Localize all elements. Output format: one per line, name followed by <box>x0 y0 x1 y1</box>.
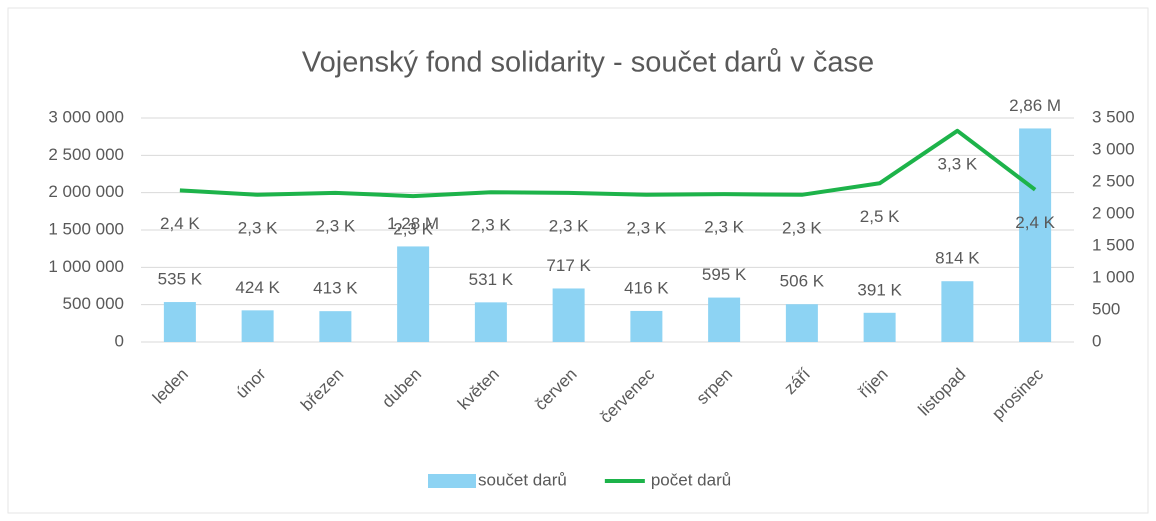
bar <box>708 297 741 342</box>
line <box>179 128 1037 199</box>
bar-value-label: 2,86 M <box>1009 96 1061 115</box>
line-value-label: 2,4 K <box>160 214 200 233</box>
bar <box>474 302 507 342</box>
y-tick-label: 3 000 000 <box>48 107 124 126</box>
line-value-label: 2,3 K <box>704 218 744 237</box>
chart-title: Vojenský fond solidarity - součet darů v… <box>302 47 874 79</box>
bar-value-label: 413 K <box>313 279 358 298</box>
bar <box>397 246 430 342</box>
line-value-label: 3,3 K <box>938 154 978 173</box>
bar <box>785 304 818 342</box>
legend-label: počet darů <box>651 470 731 489</box>
bar-value-label: 506 K <box>780 272 825 291</box>
bar <box>319 311 352 342</box>
bar <box>863 312 896 342</box>
bar-value-label: 1,28 M <box>387 214 439 233</box>
y2-tick-label: 1 500 <box>1092 235 1135 254</box>
bar <box>552 288 585 342</box>
y2-tick-label: 2 000 <box>1092 203 1135 222</box>
y2-tick-label: 0 <box>1092 331 1101 350</box>
y-tick-label: 2 000 000 <box>48 182 124 201</box>
y2-tick-label: 3 500 <box>1092 107 1135 126</box>
bar-value-label: 424 K <box>235 278 280 297</box>
line-value-label: 2,3 K <box>782 218 822 237</box>
bar <box>1019 128 1052 342</box>
bar-value-label: 814 K <box>935 249 980 268</box>
bar <box>163 302 196 342</box>
y-tick-label: 1 000 000 <box>48 257 124 276</box>
bar-value-label: 717 K <box>546 256 591 275</box>
y-tick-label: 500 000 <box>63 294 124 313</box>
y2-tick-label: 2 500 <box>1092 171 1135 190</box>
line-value-label: 2,3 K <box>471 216 511 235</box>
y2-tick-label: 1 000 <box>1092 267 1135 286</box>
line-value-label: 2,3 K <box>549 216 589 235</box>
line-value-label: 2,5 K <box>860 207 900 226</box>
legend-swatch <box>428 474 476 488</box>
y2-tick-label: 500 <box>1092 299 1120 318</box>
bar-value-label: 531 K <box>469 270 514 289</box>
y-tick-label: 0 <box>115 331 124 350</box>
line-value-label: 2,3 K <box>238 218 278 237</box>
bar-value-label: 535 K <box>158 270 203 289</box>
chart-frame <box>7 7 1149 514</box>
bar-value-label: 391 K <box>857 280 902 299</box>
bar-value-label: 595 K <box>702 265 747 284</box>
line-value-label: 2,3 K <box>316 216 356 235</box>
line-value-label: 2,3 K <box>393 220 433 239</box>
bar <box>241 310 274 342</box>
y2-tick-label: 3 000 <box>1092 139 1135 158</box>
line-value-label: 2,3 K <box>627 218 667 237</box>
y-tick-label: 2 500 000 <box>48 145 124 164</box>
bar-value-label: 416 K <box>624 278 669 297</box>
bar <box>630 310 663 342</box>
y-tick-label: 1 500 000 <box>48 219 124 238</box>
line-value-label: 2,4 K <box>1015 213 1055 232</box>
legend-label: součet darů <box>478 470 567 489</box>
bar <box>941 281 974 342</box>
